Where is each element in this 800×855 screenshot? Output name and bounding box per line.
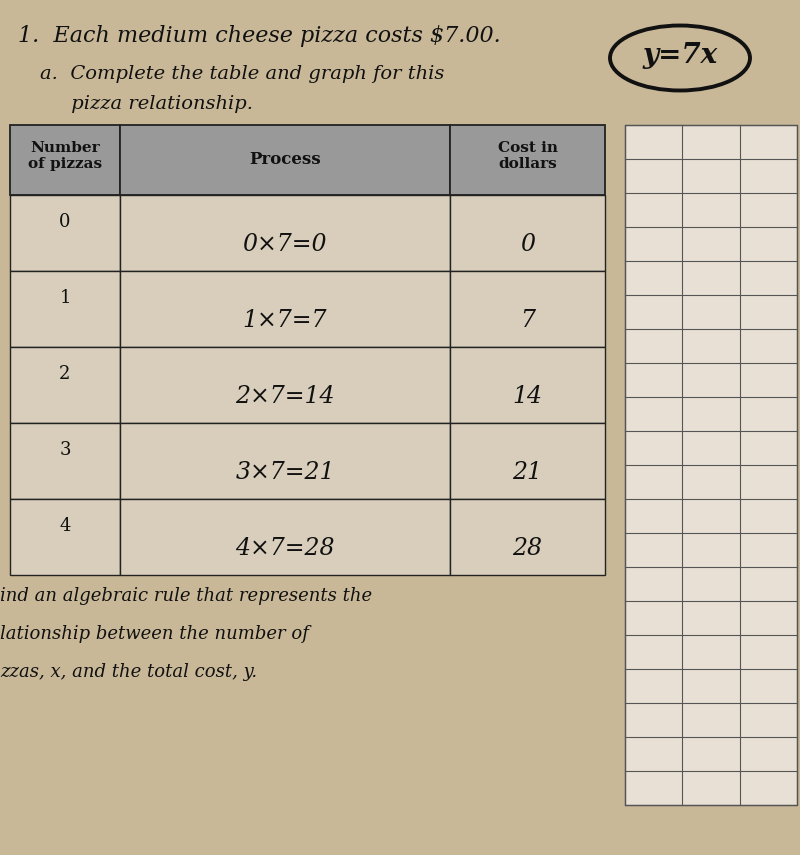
FancyBboxPatch shape	[120, 499, 450, 575]
FancyBboxPatch shape	[450, 195, 605, 271]
Text: 7: 7	[520, 309, 535, 332]
Text: 1×7=7: 1×7=7	[242, 309, 327, 332]
FancyBboxPatch shape	[625, 125, 797, 805]
Text: 2×7=14: 2×7=14	[235, 385, 334, 408]
FancyBboxPatch shape	[120, 125, 450, 195]
Text: Cost in
dollars: Cost in dollars	[498, 141, 558, 171]
Text: 3×7=21: 3×7=21	[235, 461, 334, 484]
FancyBboxPatch shape	[120, 423, 450, 499]
Text: 0: 0	[59, 213, 70, 231]
FancyBboxPatch shape	[450, 347, 605, 423]
FancyBboxPatch shape	[120, 347, 450, 423]
Text: Process: Process	[249, 151, 321, 168]
Text: pizza relationship.: pizza relationship.	[40, 95, 253, 113]
FancyBboxPatch shape	[10, 347, 120, 423]
Text: 2: 2	[59, 364, 70, 382]
FancyBboxPatch shape	[120, 271, 450, 347]
FancyBboxPatch shape	[10, 271, 120, 347]
Text: zzas, x, and the total cost, y.: zzas, x, and the total cost, y.	[0, 663, 257, 681]
FancyBboxPatch shape	[450, 125, 605, 195]
Text: 14: 14	[513, 385, 542, 408]
FancyBboxPatch shape	[450, 423, 605, 499]
FancyBboxPatch shape	[450, 271, 605, 347]
FancyBboxPatch shape	[10, 499, 120, 575]
Text: ind an algebraic rule that represents the: ind an algebraic rule that represents th…	[0, 587, 372, 605]
Text: 28: 28	[513, 537, 542, 560]
FancyBboxPatch shape	[120, 195, 450, 271]
Text: a.  Complete the table and graph for this: a. Complete the table and graph for this	[40, 65, 444, 83]
FancyBboxPatch shape	[10, 125, 120, 195]
Text: lationship between the number of: lationship between the number of	[0, 625, 309, 643]
Text: y=7x: y=7x	[642, 43, 718, 69]
Text: 1.  Each medium cheese pizza costs $7.00.: 1. Each medium cheese pizza costs $7.00.	[18, 25, 501, 47]
Text: 0×7=0: 0×7=0	[242, 233, 327, 256]
FancyBboxPatch shape	[450, 499, 605, 575]
Text: Number
of pizzas: Number of pizzas	[28, 141, 102, 171]
Text: 4×7=28: 4×7=28	[235, 537, 334, 560]
FancyBboxPatch shape	[10, 423, 120, 499]
Text: 1: 1	[59, 289, 70, 307]
Text: 21: 21	[513, 461, 542, 484]
Text: 3: 3	[59, 440, 70, 458]
FancyBboxPatch shape	[10, 195, 120, 271]
Text: 0: 0	[520, 233, 535, 256]
Text: 4: 4	[59, 516, 70, 534]
